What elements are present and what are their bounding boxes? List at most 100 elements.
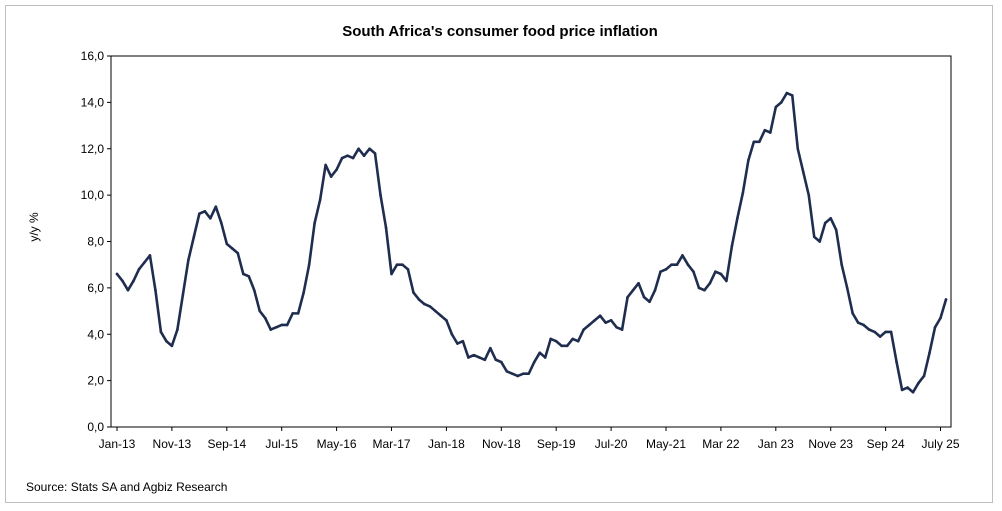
data-point <box>758 140 761 144</box>
y-tick-label: 6,0 <box>87 281 104 295</box>
x-tick-label: Mar 22 <box>702 437 740 451</box>
data-point <box>170 344 174 348</box>
data-point <box>697 286 701 290</box>
data-point <box>812 235 816 239</box>
data-point <box>867 328 871 331</box>
data-point <box>368 147 371 151</box>
line-chart: 0,0 2,0 4,0 6,0 8,0 10,0 12,0 14,0 16,0 Jan-13 No… <box>27 49 960 451</box>
data-point <box>538 351 542 355</box>
data-point <box>302 291 305 294</box>
data-point <box>889 330 893 334</box>
data-point <box>510 372 514 375</box>
data-point <box>642 295 646 299</box>
data-point <box>500 360 503 364</box>
x-tick-label: Jan-18 <box>428 437 465 451</box>
y-tick-label: 16,0 <box>81 49 105 63</box>
data-point <box>895 360 898 364</box>
data-point <box>944 298 948 301</box>
data-point <box>637 281 640 285</box>
data-point <box>675 263 679 266</box>
data-point <box>274 325 278 329</box>
data-point <box>560 344 563 348</box>
data-point <box>472 353 476 357</box>
data-point <box>900 388 904 392</box>
x-tick-label: July 25 <box>921 437 959 451</box>
data-point <box>137 268 141 271</box>
data-point <box>670 263 673 266</box>
x-tick-label: Nove 23 <box>808 437 853 451</box>
data-point <box>516 374 520 378</box>
data-point <box>203 210 207 213</box>
data-point <box>928 351 931 355</box>
data-point <box>324 163 327 167</box>
data-point <box>763 128 767 132</box>
data-point <box>620 328 624 331</box>
data-point <box>922 374 926 378</box>
data-point <box>609 319 613 322</box>
data-point <box>527 372 531 375</box>
data-point <box>154 288 157 292</box>
data-point <box>587 323 591 327</box>
data-point <box>829 217 833 220</box>
data-point <box>269 328 273 331</box>
data-point <box>406 268 410 271</box>
data-point <box>582 328 585 331</box>
data-point <box>571 337 574 341</box>
data-point <box>823 221 827 225</box>
data-point <box>780 101 783 104</box>
y-tick-label: 2,0 <box>87 374 104 388</box>
data-point <box>247 274 251 278</box>
data-point <box>181 293 185 297</box>
x-tick-label: Sep 24 <box>867 437 905 451</box>
data-point <box>807 193 811 197</box>
data-point <box>576 339 580 343</box>
data-point <box>719 272 723 276</box>
data-point <box>840 263 843 266</box>
data-point <box>911 390 915 394</box>
data-point <box>489 346 492 350</box>
data-point <box>505 370 509 373</box>
data-point <box>439 314 443 318</box>
data-point <box>478 356 481 359</box>
data-point <box>214 205 218 209</box>
data-point <box>159 330 163 334</box>
data-point <box>906 386 909 389</box>
data-point <box>730 244 734 248</box>
data-point <box>335 168 338 171</box>
data-point <box>280 323 284 327</box>
data-point <box>554 339 558 343</box>
data-point <box>801 170 805 174</box>
chart-frame: South Africa's consumer food price infla… <box>5 5 993 503</box>
data-point <box>340 156 344 160</box>
x-tick-label: Mar-17 <box>372 437 410 451</box>
data-point <box>565 344 569 348</box>
x-tick-label: Sep-14 <box>207 437 246 451</box>
x-tick-label: Sep-19 <box>537 437 576 451</box>
data-point <box>285 323 289 327</box>
data-point <box>939 316 942 320</box>
data-point <box>450 332 454 336</box>
data-point <box>379 193 382 197</box>
data-point <box>752 140 756 144</box>
data-point <box>456 342 459 345</box>
series-group <box>115 91 948 394</box>
data-point <box>725 279 728 283</box>
chart-title: South Africa's consumer food price infla… <box>342 23 658 40</box>
data-point <box>790 94 794 97</box>
data-point <box>648 300 651 304</box>
data-point <box>351 156 355 160</box>
data-point <box>856 321 860 324</box>
data-point <box>917 381 920 385</box>
data-point <box>878 335 882 338</box>
data-point <box>549 337 553 341</box>
data-point <box>834 228 838 232</box>
data-point <box>296 312 300 315</box>
data-point <box>659 270 662 273</box>
data-point <box>543 356 547 359</box>
y-axis-ticks: 0,0 2,0 4,0 6,0 8,0 10,0 12,0 14,0 16,0 <box>81 49 111 434</box>
data-point <box>209 217 212 220</box>
data-point <box>143 261 146 264</box>
x-tick-label: Jan-13 <box>99 437 136 451</box>
data-point <box>165 339 168 343</box>
data-point <box>851 312 854 315</box>
